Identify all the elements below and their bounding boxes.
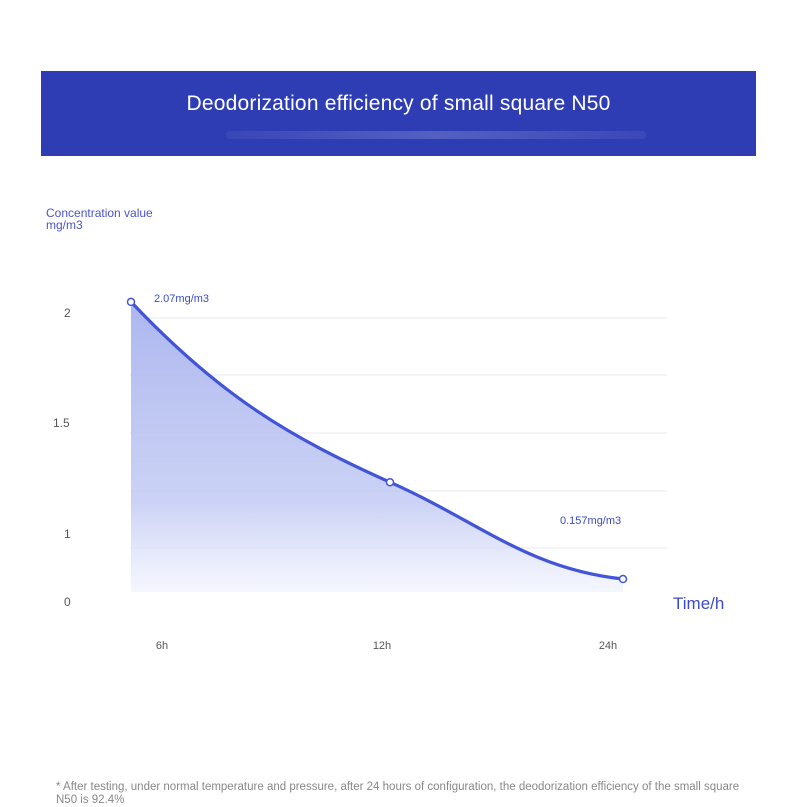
data-point-12h <box>385 477 395 487</box>
banner-subtitle-blur <box>226 131 646 139</box>
y-tick-label: 1.5 <box>53 416 70 430</box>
y-tick-label: 1 <box>64 527 71 541</box>
x-tick-label: 12h <box>373 640 391 652</box>
data-label: 0.157mg/m3 <box>560 515 621 527</box>
annotations: 2.07mg/m3 0.157mg/m3 <box>154 293 621 527</box>
x-tick-label: 6h <box>156 640 168 652</box>
data-points <box>126 297 628 584</box>
chart-title: Deodorization efficiency of small square… <box>186 92 611 115</box>
data-label: 2.07mg/m3 <box>154 293 209 305</box>
data-point-6h <box>126 297 136 307</box>
series-area <box>131 301 623 592</box>
footnote: * After testing, under normal temperatur… <box>56 781 740 806</box>
data-point-24h <box>618 574 628 584</box>
y-tick-label: 0 <box>64 595 71 609</box>
x-axis-label: Time/h <box>673 594 724 613</box>
y-axis-label: Concentration value mg/m3 <box>46 206 153 232</box>
tick-labels: 0 1 1.5 2 6h 12h 24h <box>53 306 617 652</box>
y-tick-label: 2 <box>64 306 71 320</box>
x-tick-label: 24h <box>599 640 617 652</box>
title-banner: Deodorization efficiency of small square… <box>41 71 756 156</box>
area-layer <box>131 301 623 592</box>
